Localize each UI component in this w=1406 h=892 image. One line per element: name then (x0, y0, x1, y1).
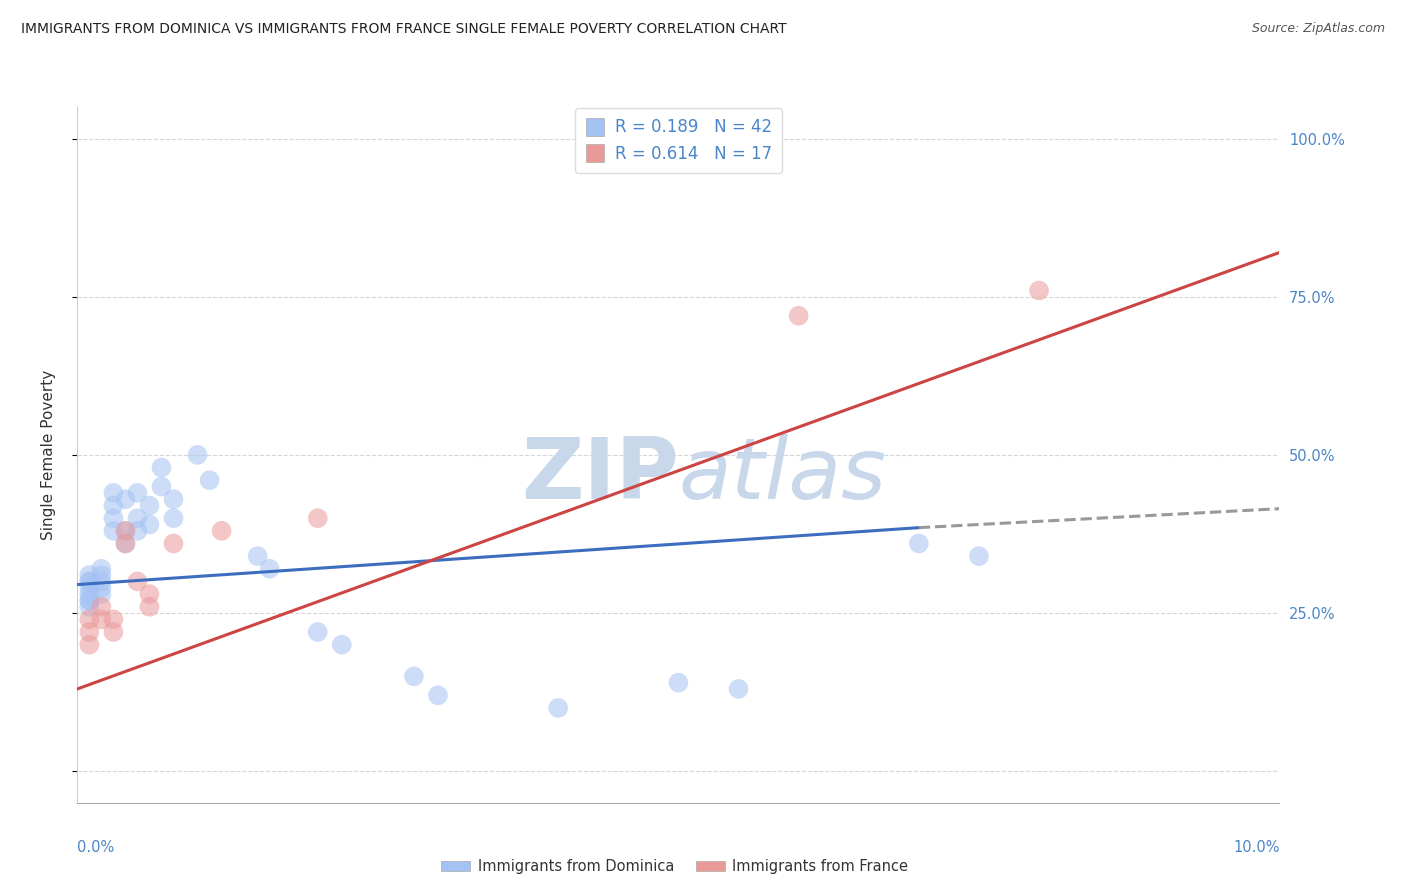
Point (90, 574, 112, 589)
Point (114, 492, 136, 507)
Point (307, 511, 329, 525)
Text: 0.0%: 0.0% (77, 840, 114, 855)
Legend: Immigrants from Dominica, Immigrants from France: Immigrants from Dominica, Immigrants fro… (436, 854, 914, 880)
Point (150, 460, 173, 475)
Point (307, 625, 329, 640)
Point (79, 581, 101, 595)
Point (908, 536, 931, 550)
Point (114, 536, 136, 550)
Point (1028, 284, 1050, 298)
Point (90, 599, 112, 614)
Point (79, 599, 101, 614)
Point (727, 681, 749, 696)
Point (90, 587, 112, 601)
Point (79, 568, 101, 582)
Point (162, 511, 184, 525)
Point (114, 536, 136, 550)
Point (103, 486, 125, 500)
Point (127, 511, 149, 525)
Point (90, 568, 112, 582)
Point (162, 536, 184, 550)
Point (162, 492, 184, 507)
Point (668, 675, 690, 690)
Point (138, 599, 160, 614)
Point (90, 562, 112, 576)
Point (427, 688, 450, 702)
Point (90, 612, 112, 626)
Point (211, 524, 233, 538)
Point (127, 574, 149, 589)
Point (138, 517, 160, 532)
Point (246, 549, 269, 563)
Text: Source: ZipAtlas.com: Source: ZipAtlas.com (1251, 22, 1385, 36)
Point (103, 524, 125, 538)
Text: atlas: atlas (679, 434, 886, 517)
Point (114, 524, 136, 538)
Point (79, 593, 101, 607)
Point (90, 581, 112, 595)
Point (79, 638, 101, 652)
Point (103, 625, 125, 640)
Point (79, 574, 101, 589)
Point (198, 473, 221, 487)
Point (330, 638, 353, 652)
Point (967, 549, 990, 563)
Point (138, 587, 160, 601)
Point (79, 612, 101, 626)
Point (150, 479, 173, 493)
Point (127, 524, 149, 538)
Point (402, 669, 425, 683)
Text: IMMIGRANTS FROM DOMINICA VS IMMIGRANTS FROM FRANCE SINGLE FEMALE POVERTY CORRELA: IMMIGRANTS FROM DOMINICA VS IMMIGRANTS F… (21, 22, 787, 37)
Text: ZIP: ZIP (520, 434, 679, 517)
Point (103, 612, 125, 626)
Point (79, 625, 101, 640)
Point (103, 511, 125, 525)
Point (187, 448, 209, 462)
Point (787, 309, 810, 323)
Point (79, 587, 101, 601)
Point (547, 701, 569, 715)
Point (259, 562, 281, 576)
Point (103, 499, 125, 513)
Point (114, 524, 136, 538)
Point (79, 574, 101, 589)
Point (138, 499, 160, 513)
Legend: R = 0.189   N = 42, R = 0.614   N = 17: R = 0.189 N = 42, R = 0.614 N = 17 (575, 109, 782, 173)
Y-axis label: Single Female Poverty: Single Female Poverty (42, 370, 56, 540)
Text: 10.0%: 10.0% (1233, 840, 1279, 855)
Point (127, 486, 149, 500)
Point (79, 593, 101, 607)
